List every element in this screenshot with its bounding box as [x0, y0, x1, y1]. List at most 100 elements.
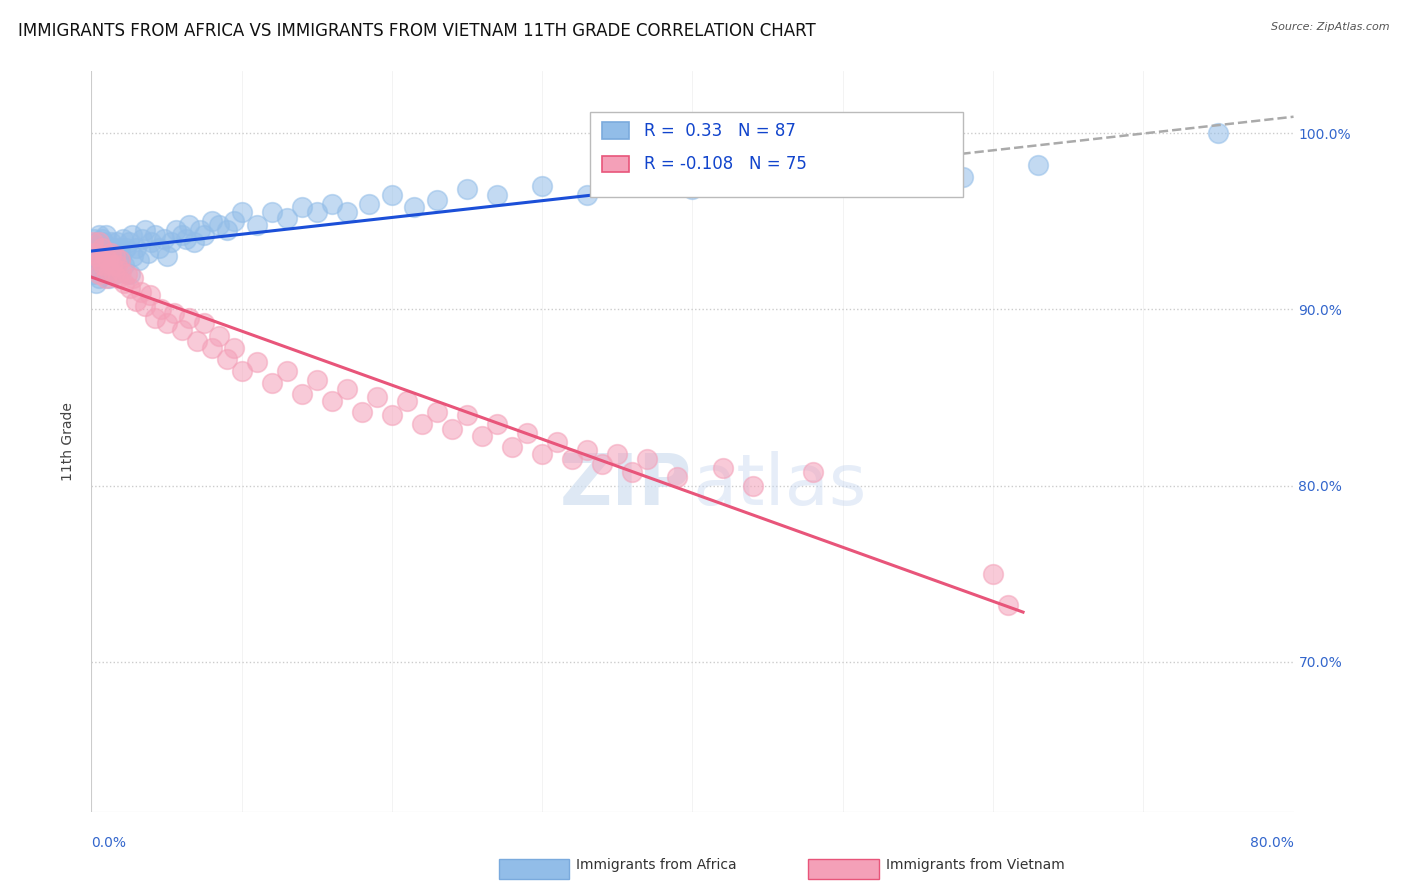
Point	[516, 425, 538, 440]
Point	[100, 235, 122, 250]
Point	[107, 270, 129, 285]
Point	[104, 249, 127, 263]
Point	[86, 235, 108, 250]
Point	[208, 328, 231, 343]
Point	[305, 373, 328, 387]
Point	[395, 394, 418, 409]
Point	[1026, 158, 1049, 172]
Point	[103, 267, 125, 281]
Point	[727, 170, 749, 185]
Point	[336, 205, 359, 219]
Point	[97, 258, 120, 272]
Text: 80.0%: 80.0%	[1250, 836, 1294, 850]
Point	[114, 276, 136, 290]
Point	[170, 323, 193, 337]
Point	[486, 187, 509, 202]
Point	[105, 235, 128, 250]
Point	[260, 205, 283, 219]
Point	[120, 267, 142, 281]
Point	[97, 252, 120, 267]
Point	[93, 235, 115, 250]
Point	[531, 447, 554, 461]
Point	[138, 246, 160, 260]
Point	[561, 452, 583, 467]
Point	[246, 218, 269, 232]
Point	[89, 252, 111, 267]
Point	[486, 417, 509, 431]
Point	[201, 341, 224, 355]
Point	[103, 241, 125, 255]
Point	[86, 258, 108, 272]
Point	[231, 205, 253, 219]
Point	[84, 276, 107, 290]
Point	[163, 306, 186, 320]
Text: ZIP: ZIP	[560, 451, 692, 520]
Point	[381, 187, 404, 202]
Text: atlas: atlas	[692, 451, 868, 520]
Point	[141, 235, 163, 250]
Point	[118, 235, 141, 250]
Point	[404, 200, 426, 214]
Point	[100, 246, 122, 260]
Point	[90, 246, 112, 260]
Point	[120, 281, 142, 295]
Point	[276, 364, 298, 378]
Point	[96, 249, 118, 263]
Point	[193, 228, 215, 243]
Point	[129, 285, 152, 299]
Point	[981, 566, 1004, 581]
Point	[89, 241, 111, 255]
Point	[576, 443, 599, 458]
Point	[125, 241, 148, 255]
Point	[501, 440, 523, 454]
Point	[321, 394, 343, 409]
Point	[606, 447, 628, 461]
Point	[741, 478, 763, 492]
Point	[426, 193, 449, 207]
Point	[997, 599, 1019, 613]
Y-axis label: 11th Grade: 11th Grade	[62, 402, 76, 481]
Point	[246, 355, 269, 369]
Point	[148, 241, 170, 255]
Point	[801, 465, 824, 479]
Point	[276, 211, 298, 225]
Point	[381, 408, 404, 422]
Point	[336, 382, 359, 396]
Point	[122, 270, 145, 285]
Point	[125, 293, 148, 308]
Point	[208, 218, 231, 232]
Point	[94, 249, 117, 263]
Point	[165, 223, 187, 237]
Point	[170, 228, 193, 243]
Point	[772, 178, 794, 193]
Point	[83, 232, 105, 246]
Text: Source: ZipAtlas.com: Source: ZipAtlas.com	[1271, 22, 1389, 32]
Point	[105, 258, 128, 272]
Point	[94, 241, 117, 255]
Point	[94, 267, 117, 281]
Point	[117, 267, 139, 281]
Point	[411, 417, 433, 431]
Point	[115, 241, 138, 255]
Point	[111, 232, 134, 246]
Point	[215, 223, 238, 237]
Point	[93, 258, 115, 272]
Point	[1208, 126, 1230, 140]
Point	[87, 235, 110, 250]
Point	[107, 252, 129, 267]
Point	[90, 232, 112, 246]
Point	[84, 246, 107, 260]
Point	[831, 170, 853, 185]
Point	[83, 246, 105, 260]
Point	[93, 258, 115, 272]
Point	[546, 434, 568, 449]
Point	[456, 182, 478, 196]
Point	[96, 228, 118, 243]
Point	[89, 252, 111, 267]
Point	[104, 267, 127, 281]
FancyBboxPatch shape	[591, 112, 963, 197]
Point	[531, 178, 554, 193]
Point	[122, 249, 145, 263]
Point	[183, 235, 205, 250]
FancyBboxPatch shape	[602, 122, 628, 139]
